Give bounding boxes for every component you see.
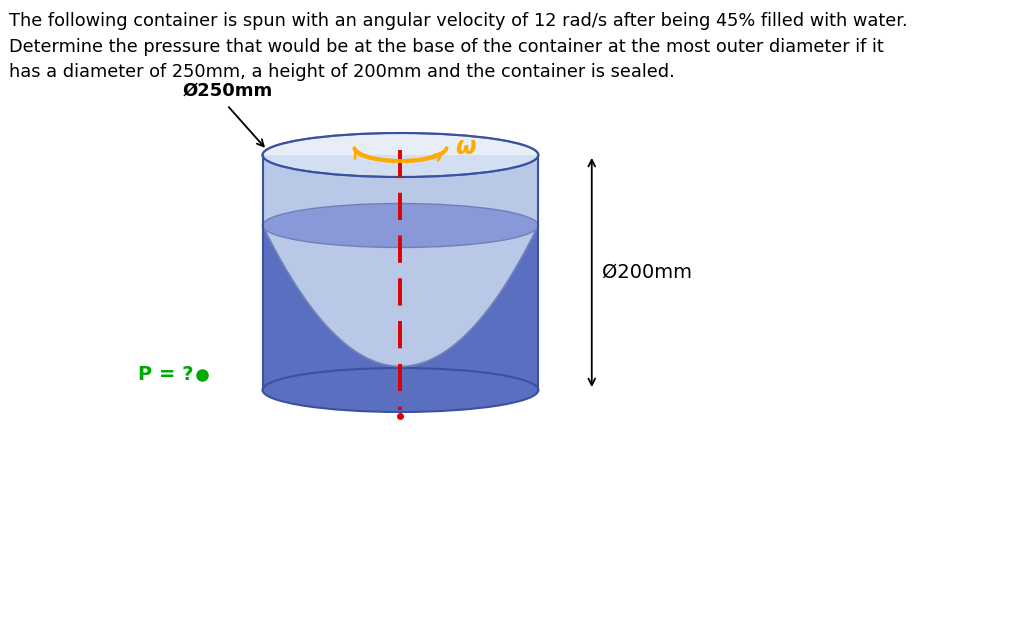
- Text: Ø250mm: Ø250mm: [182, 82, 272, 100]
- Text: ω: ω: [456, 135, 476, 159]
- Text: P = ?: P = ?: [138, 366, 194, 384]
- Polygon shape: [262, 225, 539, 390]
- Ellipse shape: [262, 368, 539, 412]
- Polygon shape: [262, 155, 539, 390]
- Ellipse shape: [262, 133, 539, 177]
- Ellipse shape: [262, 203, 539, 247]
- Text: The following container is spun with an angular velocity of 12 rad/s after being: The following container is spun with an …: [9, 12, 907, 81]
- Text: Ø200mm: Ø200mm: [602, 263, 692, 282]
- Polygon shape: [262, 155, 539, 366]
